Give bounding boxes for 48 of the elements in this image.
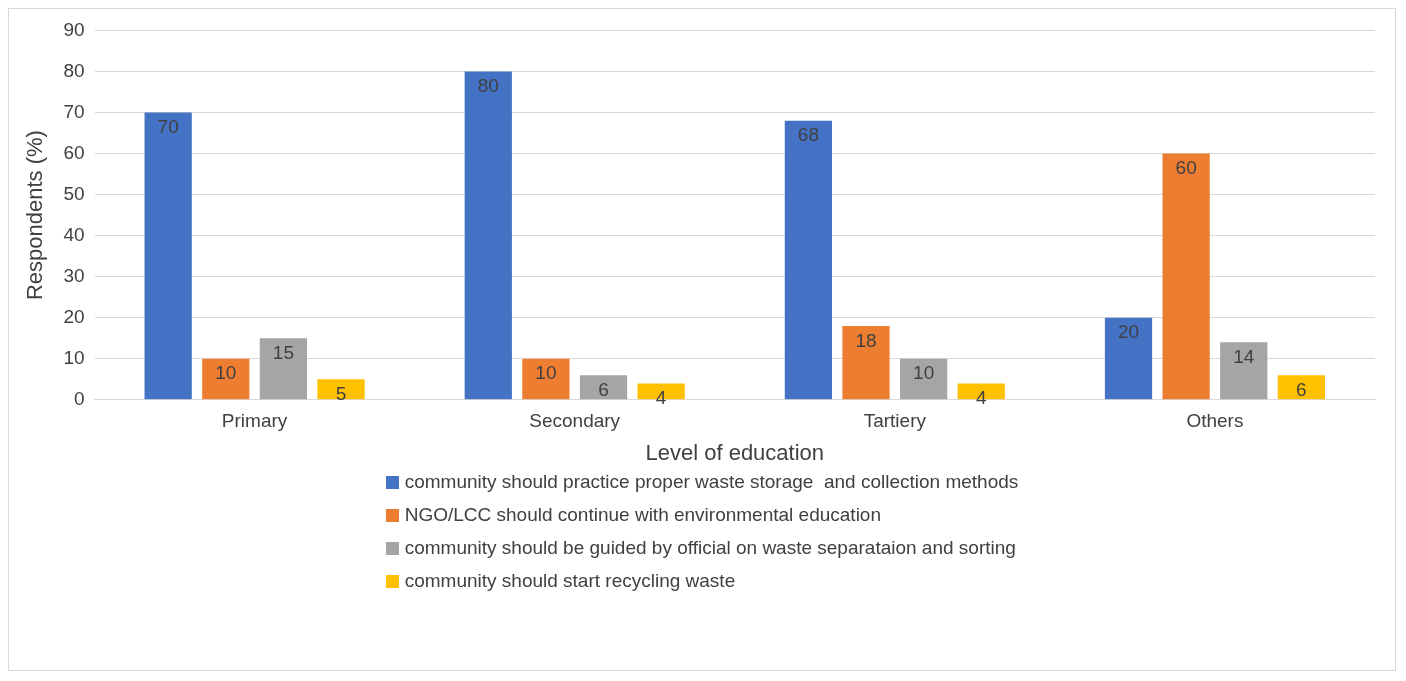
bar	[144, 112, 192, 400]
x-axis-title: Level of education	[645, 439, 825, 465]
data-label: 5	[335, 383, 347, 405]
bar	[1277, 375, 1325, 400]
y-tick-label: 80	[63, 59, 85, 81]
data-label: 70	[157, 116, 179, 138]
data-label: 15	[272, 341, 294, 363]
bar	[1104, 317, 1153, 400]
bar	[784, 120, 833, 400]
y-tick-label: 40	[63, 223, 85, 245]
data-label: 80	[477, 75, 499, 97]
bar	[900, 358, 948, 400]
bar	[579, 375, 628, 400]
y-tick-label: 50	[63, 182, 85, 204]
y-tick-label: 0	[73, 388, 85, 410]
bar	[1162, 153, 1210, 400]
bar	[317, 379, 365, 400]
y-tick-label: 60	[63, 141, 85, 163]
data-label: 10	[913, 362, 935, 384]
x-tick-label: Tartiery	[863, 410, 927, 432]
data-label: 10	[535, 362, 557, 384]
data-label: 6	[1296, 378, 1307, 400]
y-tick-label: 70	[63, 100, 85, 122]
bar	[842, 325, 890, 400]
data-label: 6	[598, 378, 609, 400]
legend-label: community should practice proper waste storage and collection methods	[404, 471, 1019, 493]
legend-label: community should be guided by official on waste separataion and sorting	[404, 537, 1016, 559]
bar	[522, 358, 570, 400]
bar	[1220, 342, 1268, 400]
legend-label: NGO/LCC should continue with environmental education	[404, 504, 882, 526]
legend-label: community should start recycling waste	[404, 570, 736, 592]
data-label: 60	[1175, 157, 1197, 179]
data-label: 20	[1117, 321, 1140, 343]
data-label: 68	[797, 124, 819, 146]
bar	[259, 338, 308, 400]
data-label: 14	[1233, 346, 1255, 368]
y-tick-label: 90	[63, 18, 85, 40]
bar	[202, 358, 250, 400]
y-axis-title: Respondents (%)	[22, 130, 48, 301]
y-tick-label: 30	[63, 264, 85, 286]
bar	[464, 71, 512, 400]
data-label: 10	[215, 362, 237, 384]
y-tick-label: 20	[63, 305, 85, 327]
y-tick-label: 10	[63, 346, 85, 368]
x-tick-label: Others	[1186, 410, 1244, 432]
x-tick-label: Secondary	[529, 410, 621, 432]
x-tick-label: Primary	[221, 410, 288, 432]
data-label: 18	[855, 329, 877, 351]
